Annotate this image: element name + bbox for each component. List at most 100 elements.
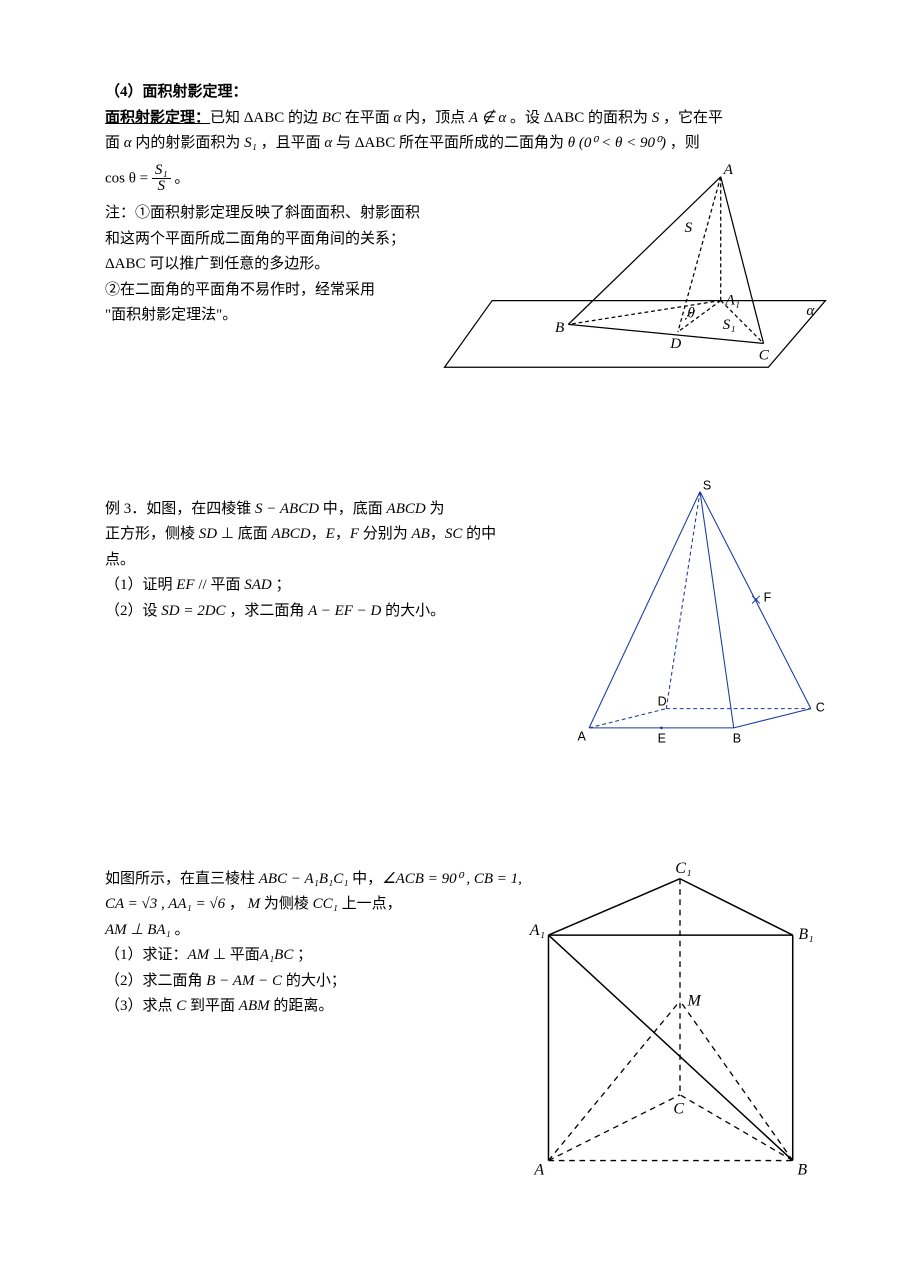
text: 的大小。: [381, 603, 445, 619]
edge-AM: [548, 1000, 680, 1160]
prism-q1: （1）求证：AM ⊥ 平面A₁BC ；: [105, 943, 525, 969]
math-bc: BC: [322, 110, 341, 126]
figure-3: A B C A₁ B₁ C₁ M: [525, 852, 835, 1192]
text: 的中: [462, 526, 496, 542]
theorem-label: 面积射影定理：: [105, 110, 210, 126]
text: ，求二面角: [226, 603, 309, 619]
label-A: A: [533, 1161, 544, 1178]
text: （3）求点: [105, 998, 176, 1014]
note-5: "面积射影定理法"。: [105, 303, 435, 329]
text: 的距离。: [270, 998, 334, 1014]
prism-line2: CA = √3 , AA₁ = √6 ， M 为侧棱 CC₁ 上一点，: [105, 892, 525, 918]
text: 所在平面所成的二面角为: [395, 135, 568, 151]
text: 内，顶点: [401, 110, 469, 126]
edge-SA: [589, 491, 700, 727]
prism-q3: （3）求点 C 到平面 ABM 的距离。: [105, 994, 525, 1020]
math-abcd: ABCD: [387, 501, 426, 517]
formula-and-figure-row: cos θ = S₁ S 。 注：①面积射影定理反映了斜面面积、射影面积 和这两…: [105, 157, 835, 387]
figure-1-svg: A A₁ B C D S S₁ θ α: [435, 157, 835, 387]
label-C: C: [673, 1100, 684, 1117]
perp-symbol: ⊥: [217, 526, 238, 542]
edge-B1C1: [680, 878, 793, 934]
edge-A1B: [548, 935, 792, 1160]
math-sd2dc: SD = 2DC: [161, 603, 225, 619]
heading-text: 面积射影定理：: [143, 84, 248, 100]
math-sc: SC: [445, 526, 463, 542]
math-am-ba1: AM ⊥ BA₁: [105, 922, 171, 938]
label-theta: θ: [687, 304, 695, 321]
prism-q2: （2）求二面角 B − AM − C 的大小；: [105, 969, 525, 995]
formula: cos θ = S₁ S 。: [105, 163, 435, 196]
math-sd: SD: [199, 526, 217, 542]
heading-prefix: （4）: [105, 84, 143, 100]
math-abm: ABM: [239, 998, 270, 1014]
section-area-projection-theorem: （4）面积射影定理： 面积射影定理：已知 ΔABC 的边 BC 在平面 α 内，…: [105, 80, 835, 387]
text: 的大小；: [282, 973, 346, 989]
text: 的边: [284, 110, 322, 126]
formula-notes-col: cos θ = S₁ S 。 注：①面积射影定理反映了斜面面积、射影面积 和这两…: [105, 157, 435, 329]
label-C: C: [759, 346, 770, 363]
text: 例 3．如图，在四棱锥: [105, 501, 255, 517]
math-s1: S₁: [244, 135, 257, 151]
label-E: E: [658, 731, 666, 745]
math-aefd: A − EF − D: [308, 603, 381, 619]
label-A: A: [723, 160, 734, 177]
text: 平面: [230, 947, 260, 963]
text: 与: [332, 135, 355, 151]
prism-text: 如图所示，在直三棱柱 ABC − A₁B₁C₁ 中，∠ACB = 90⁰ , C…: [105, 867, 525, 1020]
text: 在平面: [341, 110, 394, 126]
label-C1: C₁: [675, 860, 691, 877]
text: （1）证明: [105, 577, 176, 593]
figure-2: S A B C D E F: [565, 477, 835, 757]
label-B: B: [733, 731, 741, 745]
edge-SB: [700, 491, 734, 727]
note-3: ΔABC 可以推广到任意的多边形。: [105, 252, 435, 278]
label-A1: A₁: [529, 922, 545, 939]
edge-AD: [678, 176, 721, 331]
formula-num: S₁: [152, 163, 171, 180]
label-F: F: [764, 590, 772, 604]
text: 中，底面: [319, 501, 387, 517]
edge-BC: [734, 708, 811, 727]
text: ，: [311, 526, 326, 542]
formula-lhs: cos θ =: [105, 170, 148, 186]
heading-4: （4）面积射影定理：: [105, 80, 835, 106]
label-B: B: [797, 1161, 807, 1178]
note-1: 注：①面积射影定理反映了斜面面积、射影面积: [105, 201, 435, 227]
text: 正方形，侧棱: [105, 526, 199, 542]
edge-A1D: [678, 300, 721, 331]
figure-1: A A₁ B C D S S₁ θ α: [435, 157, 835, 387]
text: 为: [426, 501, 445, 517]
ex3-q1: （1）证明 EF // 平面 SAD ；: [105, 573, 565, 599]
math-cc1: CC₁: [313, 896, 338, 912]
math-sad: SAD: [244, 577, 272, 593]
text: 到平面: [186, 998, 239, 1014]
math-ca-aa1: CA = √3 , AA₁ = √6: [105, 896, 225, 912]
label-B1: B₁: [798, 925, 813, 942]
math-am: AM: [188, 947, 210, 963]
formula-fraction: S₁ S: [152, 163, 171, 196]
edge-AC: [548, 1094, 680, 1160]
text: 。设: [506, 110, 544, 126]
edge-A1B: [568, 300, 720, 324]
math-prism: ABC − A₁B₁C₁: [259, 871, 349, 887]
edge-AD: [589, 708, 666, 727]
text: 平面: [210, 577, 244, 593]
math-tri-abc-3: ΔABC: [355, 135, 396, 151]
figure-3-svg: A B C A₁ B₁ C₁ M: [525, 852, 835, 1192]
label-S: S: [685, 219, 693, 236]
label-M: M: [687, 992, 703, 1009]
math-tri-abc-4: ΔABC: [105, 256, 146, 272]
label-alpha: α: [806, 301, 815, 318]
math-alpha-2: α: [124, 135, 132, 151]
text: ，且平面: [257, 135, 325, 151]
ex3-q2: （2）设 SD = 2DC ，求二面角 A − EF − D 的大小。: [105, 599, 565, 625]
edge-BM: [680, 1000, 793, 1160]
text: 底面: [238, 526, 272, 542]
text: 中，: [348, 871, 382, 887]
math-a-notin: A ∉ α: [469, 110, 506, 126]
text: ；: [293, 947, 312, 963]
text: 分别为: [359, 526, 412, 542]
text: （2）设: [105, 603, 161, 619]
math-bamc: B − AM − C: [206, 973, 282, 989]
